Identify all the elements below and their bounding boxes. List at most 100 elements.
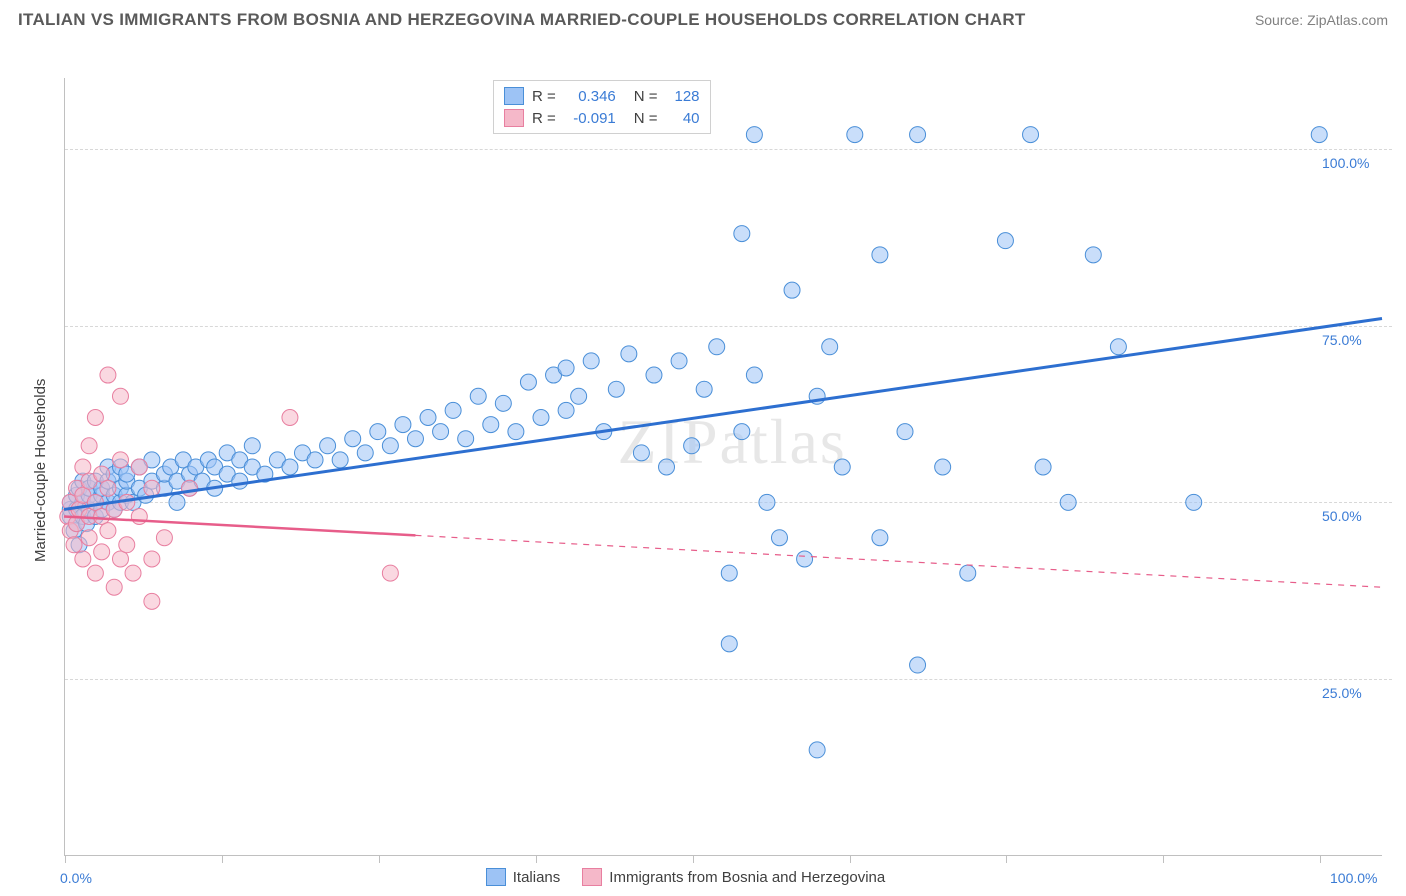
data-point (66, 537, 82, 553)
data-point (709, 339, 725, 355)
data-point (872, 247, 888, 263)
data-point (659, 459, 675, 475)
data-point (910, 127, 926, 143)
regression-line-extrapolated (415, 535, 1382, 587)
data-point (144, 593, 160, 609)
data-point (1023, 127, 1039, 143)
data-point (809, 742, 825, 758)
data-point (746, 367, 762, 383)
x-tick (850, 855, 851, 863)
data-point (131, 509, 147, 525)
data-point (734, 226, 750, 242)
data-point (1186, 494, 1202, 510)
x-tick (1163, 855, 1164, 863)
data-point (797, 551, 813, 567)
r-value: -0.091 (564, 110, 616, 127)
series-legend: Italians Immigrants from Bosnia and Herze… (486, 868, 886, 886)
n-value: 128 (666, 88, 700, 105)
data-point (131, 459, 147, 475)
data-point (784, 282, 800, 298)
data-point (495, 395, 511, 411)
data-point (87, 494, 103, 510)
data-point (520, 374, 536, 390)
data-point (583, 353, 599, 369)
data-point (571, 388, 587, 404)
x-tick (222, 855, 223, 863)
legend-row: R =-0.091N =40 (504, 107, 700, 129)
scatter-svg (64, 78, 1382, 856)
chart-title: ITALIAN VS IMMIGRANTS FROM BOSNIA AND HE… (18, 10, 1026, 30)
data-point (997, 233, 1013, 249)
correlation-legend: R =0.346N =128R =-0.091N =40 (493, 80, 711, 134)
data-point (1085, 247, 1101, 263)
data-point (345, 431, 361, 447)
data-point (232, 473, 248, 489)
data-point (897, 424, 913, 440)
data-point (533, 409, 549, 425)
n-label: N = (634, 88, 658, 105)
legend-item: Italians (486, 868, 561, 886)
n-value: 40 (666, 110, 700, 127)
data-point (244, 438, 260, 454)
data-point (684, 438, 700, 454)
data-point (282, 409, 298, 425)
x-tick (379, 855, 380, 863)
r-label: R = (532, 88, 556, 105)
data-point (470, 388, 486, 404)
x-tick (1006, 855, 1007, 863)
data-point (458, 431, 474, 447)
regression-line (64, 517, 415, 536)
x-tick (65, 855, 66, 863)
data-point (282, 459, 298, 475)
data-point (169, 494, 185, 510)
data-point (646, 367, 662, 383)
x-tick (1320, 855, 1321, 863)
data-point (445, 402, 461, 418)
data-point (100, 367, 116, 383)
legend-item: Immigrants from Bosnia and Herzegovina (582, 868, 885, 886)
data-point (483, 417, 499, 433)
correlation-scatter-chart: 25.0%50.0%75.0%100.0%0.0%100.0%Married-c… (18, 40, 1402, 896)
x-tick (536, 855, 537, 863)
legend-label: Immigrants from Bosnia and Herzegovina (609, 869, 885, 886)
data-point (94, 466, 110, 482)
data-point (75, 551, 91, 567)
n-label: N = (634, 110, 658, 127)
data-point (1110, 339, 1126, 355)
chart-source: Source: ZipAtlas.com (1255, 12, 1388, 28)
legend-row: R =0.346N =128 (504, 85, 700, 107)
data-point (320, 438, 336, 454)
data-point (382, 438, 398, 454)
data-point (144, 480, 160, 496)
legend-swatch (486, 868, 506, 886)
data-point (182, 480, 198, 496)
data-point (872, 530, 888, 546)
data-point (696, 381, 712, 397)
legend-swatch (582, 868, 602, 886)
data-point (307, 452, 323, 468)
data-point (382, 565, 398, 581)
data-point (935, 459, 951, 475)
data-point (847, 127, 863, 143)
data-point (721, 565, 737, 581)
data-point (1035, 459, 1051, 475)
data-point (621, 346, 637, 362)
data-point (558, 360, 574, 376)
data-point (119, 537, 135, 553)
data-point (508, 424, 524, 440)
data-point (112, 452, 128, 468)
data-point (608, 381, 624, 397)
data-point (75, 459, 91, 475)
chart-header: ITALIAN VS IMMIGRANTS FROM BOSNIA AND HE… (0, 0, 1406, 36)
data-point (433, 424, 449, 440)
data-point (759, 494, 775, 510)
data-point (1060, 494, 1076, 510)
data-point (125, 565, 141, 581)
x-axis-min-label: 0.0% (60, 870, 92, 886)
data-point (407, 431, 423, 447)
data-point (671, 353, 687, 369)
x-tick (693, 855, 694, 863)
data-point (822, 339, 838, 355)
data-point (87, 409, 103, 425)
data-point (100, 523, 116, 539)
